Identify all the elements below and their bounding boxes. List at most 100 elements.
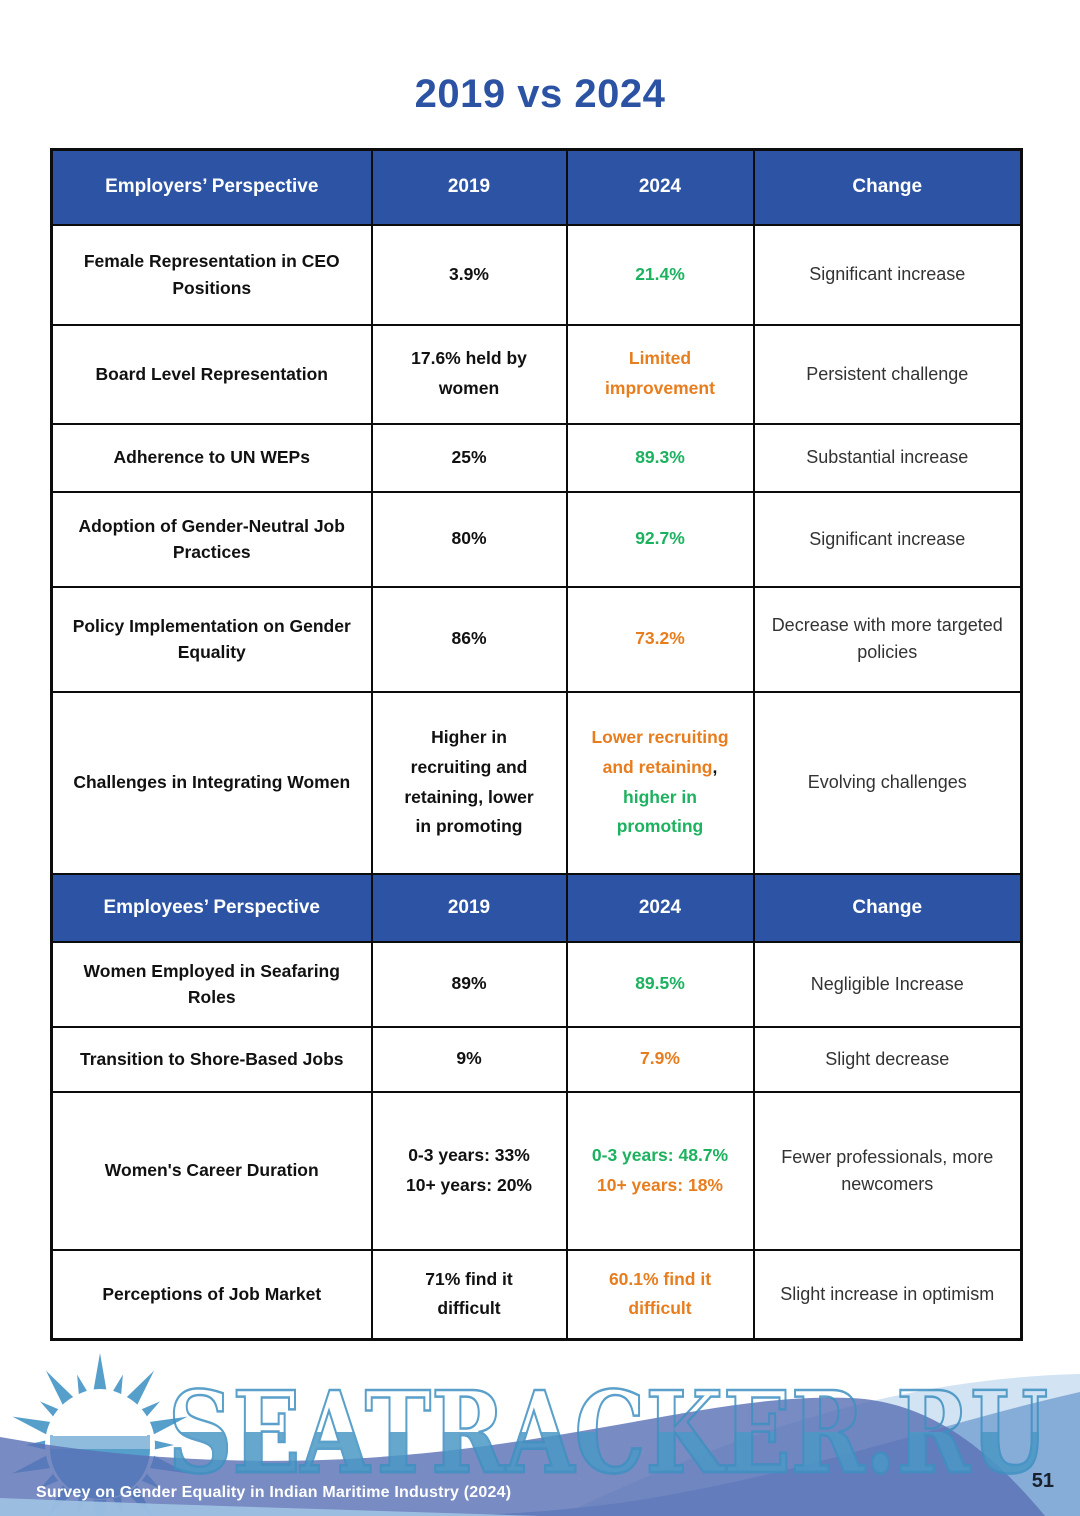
value-2024-cell: 60.1% find it difficult [565,1248,755,1341]
header-cell: 2019 [370,872,568,943]
table-row: Adherence to UN WEPs 25% 89.3% Substantial … [50,422,1023,493]
comparison-table: Employers’ Perspective 2019 2024 Change Fema… [50,148,1023,1341]
change-cell: Significant increase [752,490,1023,588]
metric-cell: Challenges in Integrating Women [50,690,373,875]
value-2024-cell: 0-3 years: 48.7% 10+ years: 18% [565,1090,755,1251]
value-2024-cell: Limited improvement [565,323,755,425]
metric-cell: Transition to Shore-Based Jobs [50,1025,373,1093]
section-header-row: Employees’ Perspective 2019 2024 Change [50,872,1023,943]
change-cell: Significant increase [752,223,1023,326]
value-text: 60.1% find it [608,1268,712,1289]
comparison-table-body: Employers’ Perspective 2019 2024 Change Fema… [50,148,1023,1341]
table-row: Female Representation in CEO Positions 3.… [50,223,1023,326]
metric-cell: Adoption of Gender-Neutral Job Practices [50,490,373,588]
change-cell: Evolving challenges [752,690,1023,875]
watermark-text-fill: SEATRACKER.RU [168,1368,1048,1499]
change-cell: Slight decrease [752,1025,1023,1093]
table-row: Challenges in Integrating Women Higher in… [50,690,1023,875]
value-text: 17.6% held by [411,348,527,369]
value-text: in promoting [415,816,523,837]
page-number: 51 [1031,1470,1054,1492]
watermark-text: SEATRACKER.RU SEATRACKER.RU [167,1367,1050,1501]
value-2024-cell: 73.2% [565,585,755,693]
value-text: Limited [628,348,692,369]
table-row: Perceptions of Job Market 71% find it diff… [50,1248,1023,1341]
value-2024-cell: 21.4% [565,223,755,326]
value-text: 92.7% [635,528,685,549]
metric-cell: Board Level Representation [50,323,373,425]
value-text: women [438,378,500,398]
value-2019-cell: 17.6% held by women [370,323,568,425]
value-2024-cell: 89.3% [565,422,755,493]
metric-cell: Women's Career Duration [50,1090,373,1251]
value-text: 7.9% [640,1048,680,1069]
metric-cell: Female Representation in CEO Positions [50,223,373,326]
value-text: 10+ years: 18% [596,1174,723,1195]
value-text: 9% [456,1048,482,1069]
header-cell: Employers’ Perspective [50,148,373,226]
change-cell: Persistent challenge [752,323,1023,425]
value-2019-cell: Higher in recruiting and retaining, lower i… [370,690,568,875]
table-row: Policy Implementation on Gender Equality… [50,585,1023,693]
table-row: Women's Career Duration 0-3 years: 33% 10+… [50,1090,1023,1251]
metric-cell: Policy Implementation on Gender Equality [50,585,373,693]
value-text: retaining, lower [404,786,534,807]
metric-cell: Perceptions of Job Market [50,1248,373,1341]
section-header-row: Employers’ Perspective 2019 2024 Change [50,148,1023,226]
value-text: recruiting and [410,756,528,777]
change-cell: Fewer professionals, more newcomers [752,1090,1023,1251]
value-2019-cell: 25% [370,422,568,493]
value-2019-cell: 3.9% [370,223,568,326]
value-text: difficult [437,1298,501,1319]
value-text: 71% find it [425,1268,513,1289]
table-row: Adoption of Gender-Neutral Job Practices… [50,490,1023,588]
value-text: 80% [451,528,487,549]
header-cell: Employees’ Perspective [50,872,373,943]
metric-cell: Adherence to UN WEPs [50,422,373,493]
value-2024-cell: Lower recruiting and retaining, higher in p… [565,690,755,875]
table-row: Women Employed in Seafaring Roles 89% 89.5… [50,940,1023,1028]
footer-text: Survey on Gender Equality in Indian Mari… [36,1484,512,1501]
value-text: , [712,756,718,777]
value-text: 89% [451,973,487,994]
value-2019-cell: 9% [370,1025,568,1093]
value-2019-cell: 86% [370,585,568,693]
value-2024-cell: 89.5% [565,940,755,1028]
value-2019-cell: 0-3 years: 33% 10+ years: 20% [370,1090,568,1251]
change-cell: Decrease with more targeted policies [752,585,1023,693]
header-cell: 2024 [565,148,755,226]
value-2019-cell: 89% [370,940,568,1028]
header-cell: Change [752,872,1023,943]
header-cell: 2024 [565,872,755,943]
watermark-graphic: SEATRACKER.RU SEATRACKER.RU [0,1353,1080,1516]
change-cell: Negligible Increase [752,940,1023,1028]
value-2019-cell: 71% find it difficult [370,1248,568,1341]
metric-cell: Women Employed in Seafaring Roles [50,940,373,1028]
table-row: Board Level Representation 17.6% held by w… [50,323,1023,425]
value-text: higher in [623,786,697,807]
wave-shapes [0,1374,1080,1516]
header-cell: Change [752,148,1023,226]
value-text: and retaining [602,756,713,777]
value-text: 0-3 years: 33% [408,1144,530,1165]
value-2019-cell: 80% [370,490,568,588]
value-text: 3.9% [449,263,489,284]
value-text: 73.2% [635,628,685,649]
change-cell: Substantial increase [752,422,1023,493]
value-2024-cell: 7.9% [565,1025,755,1093]
value-text: 21.4% [635,263,685,284]
value-text: 89.5% [635,973,685,994]
value-text: improvement [605,378,715,398]
header-cell: 2019 [370,148,568,226]
value-text: difficult [628,1298,692,1319]
value-text: Higher in [431,727,507,747]
value-text: 89.3% [635,446,685,467]
value-text: 86% [451,628,487,649]
watermark-text-outline: SEATRACKER.RU [168,1368,1048,1499]
value-text: promoting [616,816,704,837]
value-2024-cell: 92.7% [565,490,755,588]
page-title: 2019 vs 2024 [414,72,666,116]
value-text: 0-3 years: 48.7% [591,1144,729,1165]
table-row: Transition to Shore-Based Jobs 9% 7.9% Slig… [50,1025,1023,1093]
